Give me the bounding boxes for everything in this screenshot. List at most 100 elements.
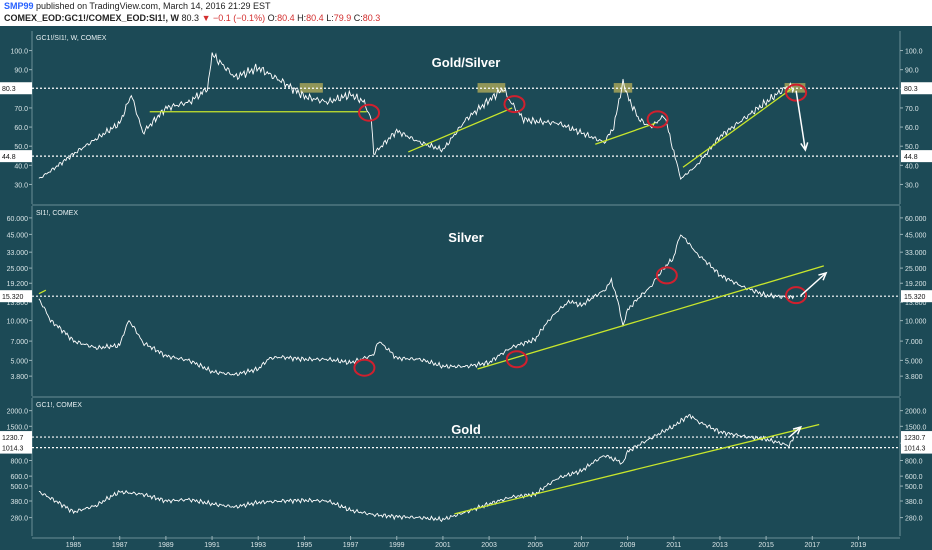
silver-title: Silver (448, 230, 483, 245)
silver-tick-label-left: 25.000 (7, 266, 29, 273)
x-tick-label: 1999 (389, 542, 405, 549)
x-tick-label: 1997 (343, 542, 359, 549)
ratio-level-label-left: 80.3 (2, 86, 16, 93)
gold-arrow-icon-0 (792, 425, 803, 435)
ratio-tick-label-right: 90.0 (905, 68, 919, 75)
ratio-tick-label-left: 100.0 (10, 49, 28, 56)
silver-tick-label-left: 60.000 (7, 216, 29, 223)
silver-tick-label-right: 19.200 (905, 281, 927, 288)
silver-tick-label-left: 3.800 (10, 374, 28, 381)
silver-legend: SI1!, COMEX (36, 210, 78, 217)
ratio-highlight-zone-3 (784, 83, 806, 93)
gold-level-label-left: 1014.3 (2, 446, 24, 453)
ohlc-open: 80.4 (277, 13, 295, 23)
silver-tick-label-left: 13.800 (7, 300, 29, 307)
ratio-legend: GC1!/SI1!, W, COMEX (36, 35, 107, 42)
ohlc-low-label: L: (326, 13, 334, 23)
gold-tick-label-right: 500.0 (905, 484, 923, 491)
gold-level-tag-left-1 (0, 441, 32, 454)
ratio-level-label-left: 44.8 (2, 154, 16, 161)
chart-canvas[interactable]: 100.0100.090.090.080.080.070.070.060.060… (0, 26, 932, 550)
publish-line: SMP99 published on TradingView.com, Marc… (4, 1, 271, 11)
ratio-tick-label-right: 30.0 (905, 182, 919, 189)
price-change: −0.1 (−0.1%) (213, 13, 266, 23)
silver-tick-label-left: 19.200 (7, 281, 29, 288)
x-tick-label: 1985 (66, 542, 82, 549)
gold-tick-label-right: 2000.0 (905, 409, 927, 416)
x-tick-label: 2007 (574, 542, 590, 549)
silver-circle-marker-3 (785, 286, 808, 305)
silver-level-label-right: 15.320 (904, 294, 926, 301)
x-tick-label: 1995 (297, 542, 313, 549)
x-tick-label: 2011 (666, 542, 681, 549)
last-price: 80.3 (181, 13, 200, 23)
ratio-title: Gold/Silver (432, 55, 501, 70)
ratio-tick-label-right: 50.0 (905, 144, 919, 151)
x-tick-label: 2017 (804, 542, 820, 549)
gold-level-label-left: 1230.7 (2, 435, 24, 442)
gold-tick-label-left: 800.0 (10, 459, 28, 466)
ratio-tick-label-right: 40.0 (905, 163, 919, 170)
silver-tick-label-left: 5.000 (10, 358, 28, 365)
ratio-level-label-right: 44.8 (904, 154, 918, 161)
gold-tick-label-right: 380.0 (905, 499, 923, 506)
chart-background (0, 26, 932, 550)
silver-tick-label-left: 45.000 (7, 232, 29, 239)
silver-tick-label-right: 33.000 (905, 250, 927, 257)
silver-trendline-0 (477, 265, 825, 370)
gold-trendline-0 (454, 423, 820, 515)
ratio-tick-label-left: 60.0 (14, 125, 28, 132)
ratio-tick-label-right: 100.0 (905, 49, 923, 56)
ratio-tick-label-left: 90.0 (14, 68, 28, 75)
silver-tick-label-right: 60.000 (905, 216, 927, 223)
x-tick-label: 2015 (758, 542, 774, 549)
x-tick-label: 1993 (250, 542, 266, 549)
silver-price-line (38, 234, 795, 377)
down-arrow-icon: ▼ (201, 13, 211, 23)
x-tick-label: 2005 (527, 542, 543, 549)
ratio-highlight-zone-2 (613, 83, 633, 93)
ohlc-close: 80.3 (362, 13, 381, 23)
silver-tick-label-right: 10.000 (905, 319, 927, 326)
silver-tick-label-right: 3.800 (905, 374, 923, 381)
ohlc-low: 79.9 (333, 13, 352, 23)
silver-circle-marker-2 (655, 266, 678, 285)
author-name[interactable]: SMP99 (4, 1, 34, 11)
ratio-circle-marker-0 (358, 103, 381, 122)
gold-level-label-right: 1014.3 (904, 446, 926, 453)
gold-tick-label-left: 500.0 (10, 484, 28, 491)
ratio-circle-marker-2 (646, 110, 669, 129)
gold-level-tag-right-1 (901, 441, 932, 454)
chart-header: SMP99 published on TradingView.com, Marc… (0, 0, 932, 26)
ohlc-high-label: H: (297, 13, 307, 23)
gold-tick-label-right: 600.0 (905, 474, 923, 481)
x-tick-label: 2001 (435, 542, 451, 549)
gold-level-tag-left-0 (0, 431, 32, 444)
ratio-circle-marker-1 (503, 95, 526, 114)
ohlc-high: 80.4 (306, 13, 324, 23)
silver-tick-label-right: 5.000 (905, 358, 923, 365)
ratio-level-tag-right-0 (901, 82, 932, 95)
ratio-tick-label-left: 30.0 (14, 182, 28, 189)
gold-tick-label-left: 600.0 (10, 474, 28, 481)
silver-arrow-icon-0 (818, 271, 828, 281)
ratio-tick-label-right: 60.0 (905, 125, 919, 132)
ratio-level-tag-left-0 (0, 82, 32, 95)
gold-tick-label-left: 1500.0 (7, 424, 29, 431)
x-tick-label: 1987 (112, 542, 128, 549)
gold-legend: GC1!, COMEX (36, 402, 82, 409)
gold-tick-label-right: 280.0 (905, 516, 923, 523)
ratio-tick-label-left: 50.0 (14, 144, 28, 151)
silver-level-tag-left-0 (0, 290, 32, 303)
silver-tick-label-right: 7.000 (905, 339, 923, 346)
silver-level-label-left: 15.320 (2, 294, 24, 301)
symbol-name: COMEX_EOD:GC1!/COMEX_EOD:SI1!, W (4, 13, 180, 23)
x-tick-label: 2019 (851, 542, 867, 549)
gold-tick-label-right: 1500.0 (905, 424, 927, 431)
ratio-level-tag-right-1 (901, 150, 932, 163)
gold-title: Gold (451, 422, 481, 437)
silver-tick-label-right: 13.800 (905, 300, 927, 307)
ratio-price-line (38, 52, 795, 181)
ratio-arrow-shaft-0 (795, 90, 807, 151)
silver-tick-label-right: 45.000 (905, 232, 927, 239)
